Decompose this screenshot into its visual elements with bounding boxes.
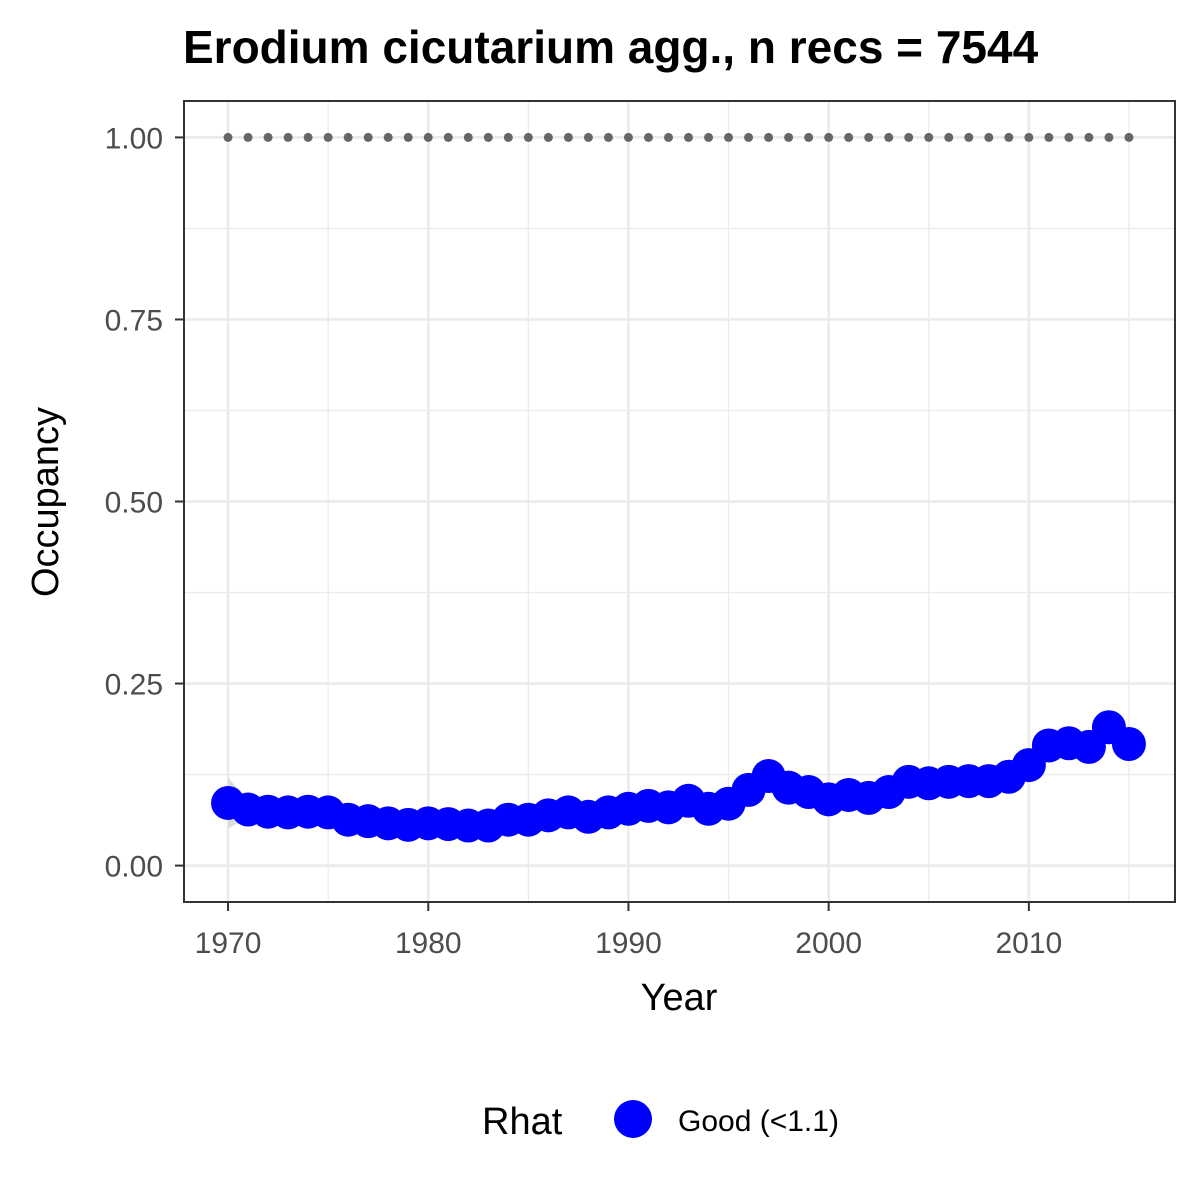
reference-point	[964, 132, 974, 142]
reference-point	[503, 132, 513, 142]
reference-point	[824, 132, 834, 142]
reference-point	[784, 132, 794, 142]
reference-point	[663, 132, 673, 142]
y-tick-label: 0.00	[105, 851, 163, 884]
y-tick-label: 1.00	[105, 122, 163, 155]
y-axis-title: Occupancy	[25, 407, 67, 597]
reference-point	[1104, 132, 1114, 142]
reference-point	[844, 132, 854, 142]
reference-point	[1004, 132, 1014, 142]
reference-point	[1084, 132, 1094, 142]
reference-points	[223, 132, 1134, 142]
x-tick-label: 2010	[995, 927, 1062, 960]
chart-title: Erodium cicutarium agg., n recs = 7544	[183, 21, 1039, 73]
reference-point	[563, 132, 573, 142]
reference-point	[704, 132, 714, 142]
reference-point	[724, 132, 734, 142]
reference-point	[764, 132, 774, 142]
reference-point	[463, 132, 473, 142]
reference-point	[583, 132, 593, 142]
reference-point	[483, 132, 493, 142]
y-tick-label: 0.25	[105, 669, 163, 702]
reference-point	[684, 132, 694, 142]
reference-point	[263, 132, 273, 142]
reference-point	[864, 132, 874, 142]
occupancy-point	[1111, 726, 1146, 761]
reference-point	[623, 132, 633, 142]
reference-point	[984, 132, 994, 142]
reference-point	[543, 132, 553, 142]
reference-point	[1124, 132, 1134, 142]
reference-point	[323, 132, 333, 142]
reference-point	[423, 132, 433, 142]
reference-point	[804, 132, 814, 142]
reference-point	[403, 132, 413, 142]
reference-point	[523, 132, 533, 142]
axis-ticks	[175, 136, 1030, 911]
reference-point	[643, 132, 653, 142]
reference-point	[944, 132, 954, 142]
y-tick-label: 0.50	[105, 487, 163, 520]
reference-point	[303, 132, 313, 142]
x-tick-label: 1990	[595, 927, 662, 960]
reference-point	[1024, 132, 1034, 142]
reference-point	[443, 132, 453, 142]
legend-key-good	[614, 1100, 652, 1138]
axis-tick-labels: 1970 1980 1990 2000 2010 0.00 0.25 0.50 0.75 1.00	[105, 122, 1063, 960]
x-axis-title: Year	[641, 977, 718, 1019]
reference-point	[383, 132, 393, 142]
legend-title: Rhat	[482, 1101, 563, 1143]
legend: Rhat Good (<1.1)	[482, 1100, 839, 1143]
x-tick-label: 1970	[195, 927, 262, 960]
reference-point	[904, 132, 914, 142]
reference-point	[884, 132, 894, 142]
reference-point	[1044, 132, 1054, 142]
reference-point	[744, 132, 754, 142]
reference-point	[1064, 132, 1074, 142]
reference-point	[363, 132, 373, 142]
occupancy-points	[211, 710, 1146, 843]
reference-point	[223, 132, 233, 142]
reference-point	[924, 132, 934, 142]
x-tick-label: 2000	[795, 927, 862, 960]
legend-label-good: Good (<1.1)	[678, 1105, 839, 1138]
reference-point	[343, 132, 353, 142]
reference-point	[283, 132, 293, 142]
y-tick-label: 0.75	[105, 304, 163, 337]
reference-point	[603, 132, 613, 142]
reference-point	[243, 132, 253, 142]
x-tick-label: 1980	[395, 927, 462, 960]
